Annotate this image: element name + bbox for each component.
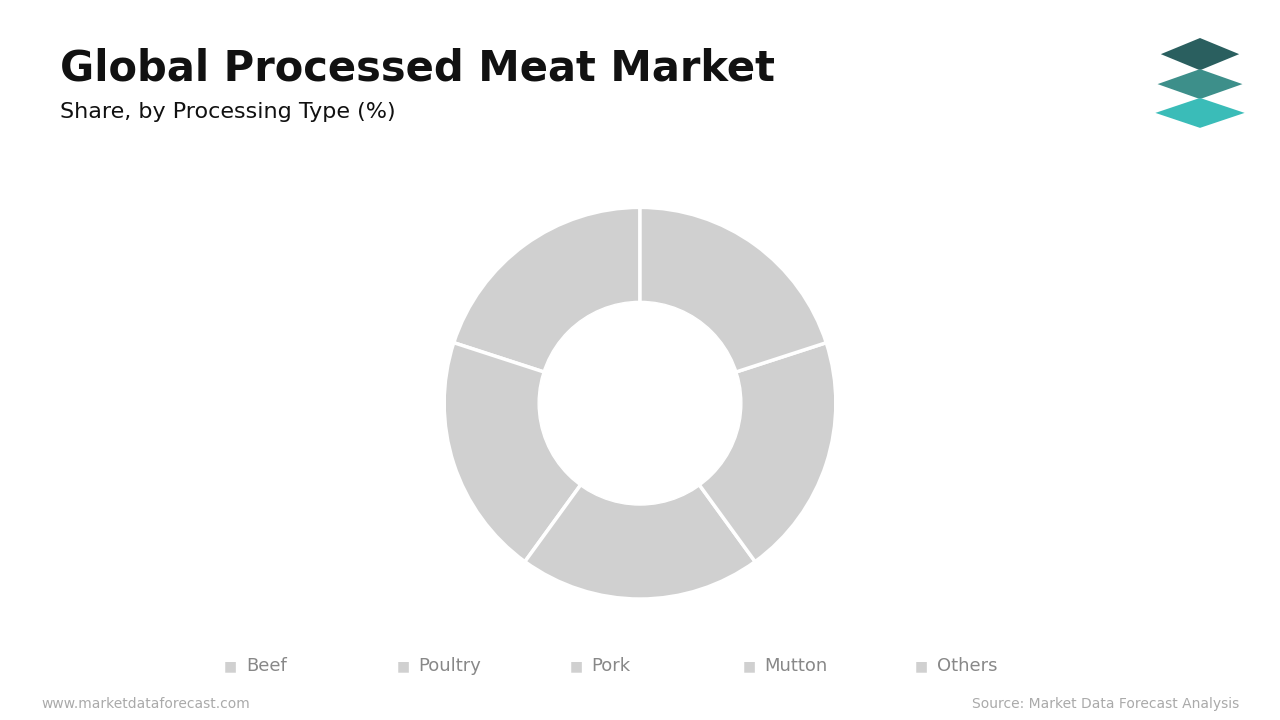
Text: ■: ■	[742, 659, 755, 673]
Text: Poultry: Poultry	[419, 657, 481, 675]
Text: Share, by Processing Type (%): Share, by Processing Type (%)	[60, 102, 396, 122]
Text: Mutton: Mutton	[764, 657, 827, 675]
Polygon shape	[1157, 69, 1243, 99]
Polygon shape	[1161, 38, 1239, 71]
Text: ■: ■	[915, 659, 928, 673]
Text: Global Processed Meat Market: Global Processed Meat Market	[60, 48, 776, 89]
Text: Beef: Beef	[246, 657, 287, 675]
Text: ■: ■	[397, 659, 410, 673]
Text: www.marketdataforecast.com: www.marketdataforecast.com	[41, 697, 250, 711]
Text: Others: Others	[937, 657, 997, 675]
Wedge shape	[525, 403, 755, 599]
Text: Source: Market Data Forecast Analysis: Source: Market Data Forecast Analysis	[972, 697, 1239, 711]
Wedge shape	[640, 207, 827, 403]
Wedge shape	[453, 207, 640, 403]
Polygon shape	[1156, 98, 1244, 128]
Text: Pork: Pork	[591, 657, 631, 675]
Wedge shape	[640, 343, 836, 562]
Text: ■: ■	[570, 659, 582, 673]
Text: ■: ■	[224, 659, 237, 673]
Circle shape	[538, 302, 742, 505]
Wedge shape	[444, 343, 640, 562]
